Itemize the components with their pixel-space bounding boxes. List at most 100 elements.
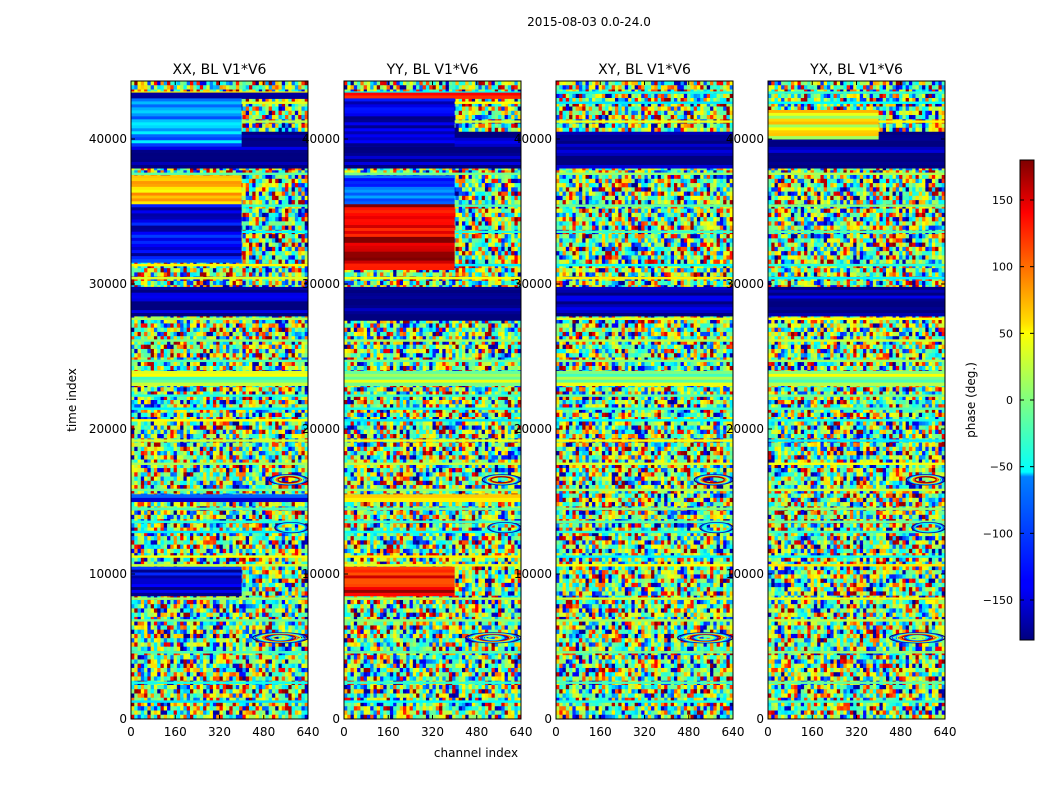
heatmap-cell xyxy=(281,191,286,197)
heatmap-cell xyxy=(271,353,276,359)
heatmap-cell xyxy=(219,344,224,350)
heatmap-cell xyxy=(285,387,289,393)
heatmap-cell xyxy=(199,404,204,410)
heatmap-cell xyxy=(275,174,280,180)
heatmap-cell xyxy=(157,451,162,456)
heatmap-cell xyxy=(249,200,253,205)
heatmap-cell xyxy=(163,442,168,448)
heatmap-cell xyxy=(216,429,221,435)
heatmap-cell xyxy=(245,251,250,256)
heatmap-cell xyxy=(216,404,221,410)
heatmap-cell xyxy=(245,246,250,252)
heatmap-cell xyxy=(268,217,273,222)
heatmap-cell xyxy=(209,387,214,393)
heatmap-cell xyxy=(258,451,263,456)
heatmap-cell xyxy=(190,442,194,448)
heatmap-cell xyxy=(226,412,230,418)
heatmap-cell xyxy=(222,387,227,393)
heatmap-cell xyxy=(255,259,260,265)
heatmap-cell xyxy=(212,365,217,371)
heatmap-cell xyxy=(285,331,289,337)
heatmap-cell xyxy=(249,174,253,180)
heatmap-cell xyxy=(193,425,198,431)
heatmap-cell xyxy=(144,425,148,431)
heatmap-cell xyxy=(271,348,276,354)
heatmap-cell xyxy=(173,408,178,414)
heatmap-cell xyxy=(268,200,273,205)
heatmap-cell xyxy=(140,365,145,371)
heatmap-cell xyxy=(137,421,142,427)
heatmap-cell xyxy=(229,425,234,431)
heatmap-cell xyxy=(173,353,178,359)
heatmap-cell xyxy=(173,442,178,448)
heatmap-cell xyxy=(229,451,234,456)
heatmap-cell xyxy=(153,323,158,329)
heatmap-cell xyxy=(298,246,303,252)
heatmap-cell xyxy=(186,463,191,469)
heatmap-cell xyxy=(271,451,276,456)
heatmap-cell xyxy=(255,225,260,231)
heatmap-cell xyxy=(167,459,171,465)
heatmap-cell xyxy=(281,434,286,439)
heatmap-cell xyxy=(222,391,227,397)
heatmap-cell xyxy=(285,115,289,120)
heatmap-cell xyxy=(147,361,152,367)
heatmap-cell xyxy=(176,340,181,346)
heatmap-cell xyxy=(258,425,263,431)
heatmap-cell xyxy=(160,272,165,278)
heatmap-cell xyxy=(298,234,303,239)
heatmap-cell xyxy=(298,404,303,410)
heatmap-cell xyxy=(180,434,185,439)
heatmap-cell xyxy=(288,85,293,91)
heatmap-cell xyxy=(163,81,168,86)
heatmap-cell xyxy=(206,442,211,448)
heatmap-cell xyxy=(150,463,155,469)
heatmap-cell xyxy=(235,412,240,418)
heatmap-cell xyxy=(242,336,247,342)
heatmap-cell xyxy=(245,110,250,116)
heatmap-cell xyxy=(137,81,142,86)
heatmap-cell xyxy=(229,446,234,452)
heatmap-cell xyxy=(242,468,247,473)
heatmap-cell xyxy=(265,81,270,86)
heatmap-cell xyxy=(298,429,303,435)
heatmap-cell xyxy=(288,102,293,108)
heatmap-cell xyxy=(229,412,234,418)
heatmap-cell xyxy=(232,348,237,354)
heatmap-cell xyxy=(203,280,207,286)
heatmap-cell xyxy=(265,246,270,252)
heatmap-cell xyxy=(278,336,283,342)
heatmap-cell xyxy=(147,391,152,397)
heatmap-cell xyxy=(281,463,286,469)
heatmap-cell xyxy=(232,344,237,350)
heatmap-cell xyxy=(252,178,257,184)
heatmap-cell xyxy=(235,434,240,439)
heatmap-cell xyxy=(281,212,286,218)
heatmap-cell xyxy=(242,234,247,239)
heatmap-cell xyxy=(170,280,175,286)
heatmap-cell xyxy=(258,280,263,286)
heatmap-cell xyxy=(298,348,303,354)
heatmap-cell xyxy=(258,446,263,452)
heatmap-cell xyxy=(157,85,162,91)
heatmap-cell xyxy=(245,280,250,286)
heatmap-cell xyxy=(252,123,257,129)
heatmap-cell xyxy=(242,387,247,393)
heatmap-cell xyxy=(209,268,214,273)
heatmap-cell xyxy=(281,387,286,393)
heatmap-cell xyxy=(176,314,181,320)
heatmap-cell xyxy=(275,200,280,205)
heatmap-cell xyxy=(209,442,214,448)
heatmap-cell xyxy=(285,127,289,133)
heatmap-cell xyxy=(157,348,162,354)
heatmap-cell xyxy=(304,336,308,342)
heatmap-cell xyxy=(222,361,227,367)
heatmap-cell xyxy=(144,455,148,461)
heatmap-cell xyxy=(176,361,181,367)
heatmap-cell xyxy=(170,319,175,325)
heatmap-cell xyxy=(285,344,289,350)
heatmap-cell xyxy=(144,412,148,418)
heatmap-cell xyxy=(288,468,293,473)
heatmap-cell xyxy=(294,178,299,184)
heatmap-cell xyxy=(209,472,214,478)
